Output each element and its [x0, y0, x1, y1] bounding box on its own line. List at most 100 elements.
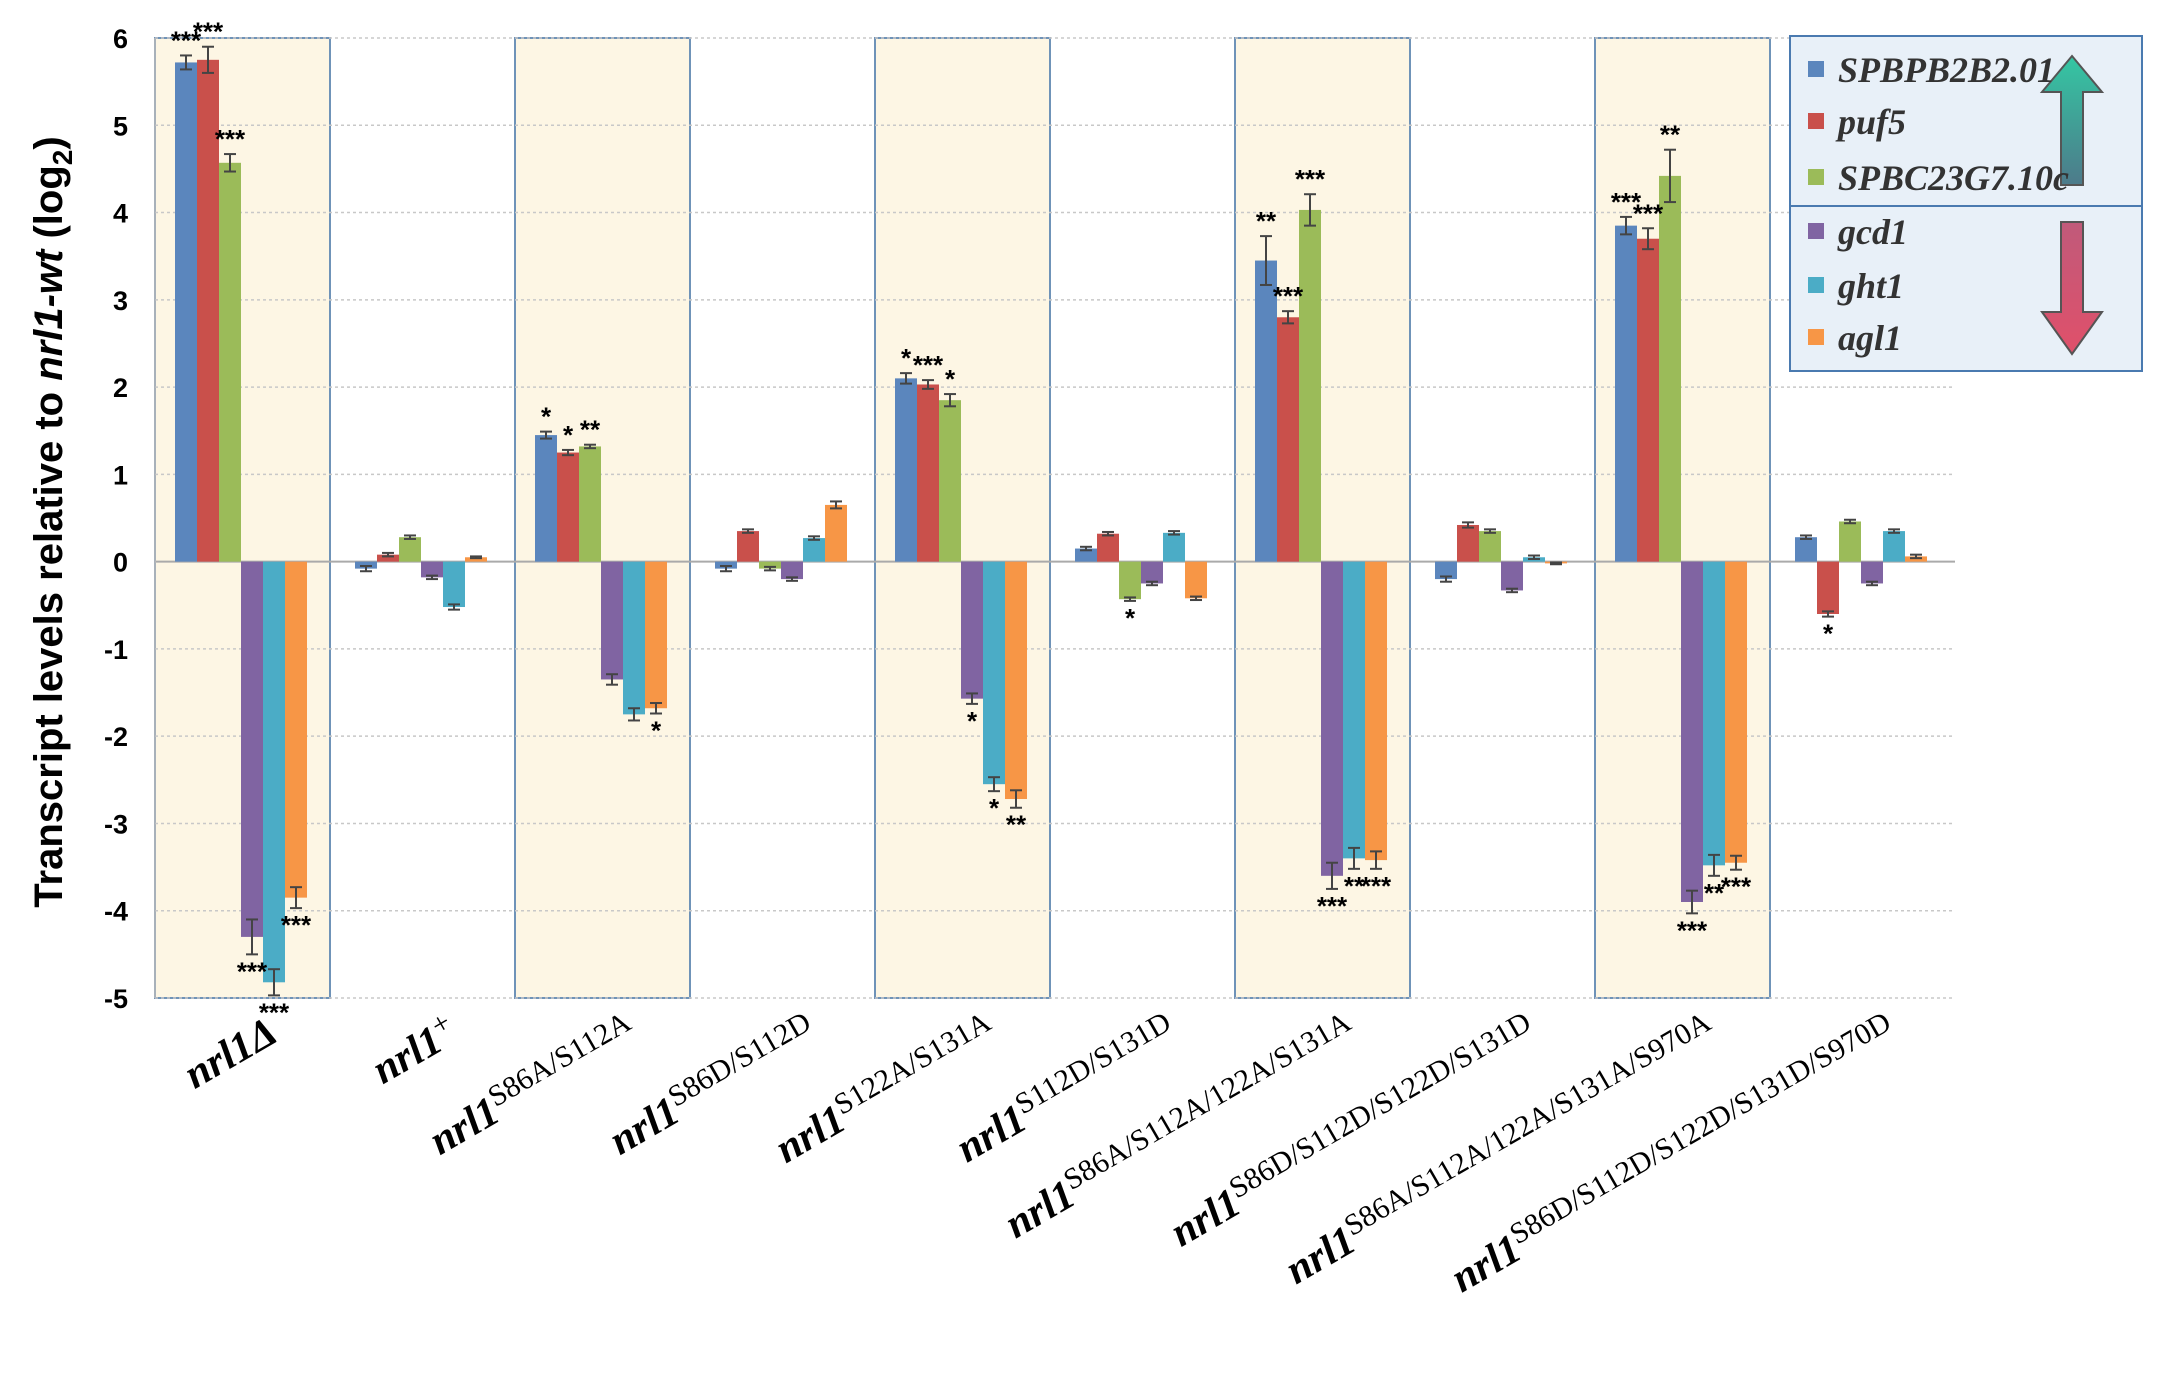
y-tick-label: -3 [104, 809, 128, 839]
bar [1299, 209, 1321, 562]
significance-mark: *** [215, 124, 246, 154]
legend-label: puf5 [1835, 102, 1906, 142]
significance-mark: * [563, 420, 574, 450]
significance-mark: *** [913, 350, 944, 380]
bar [1163, 532, 1185, 562]
significance-mark: ** [580, 415, 601, 445]
bar [917, 384, 939, 562]
bar [1861, 561, 1883, 584]
up-arrow-icon [2039, 54, 2105, 186]
significance-mark: *** [1273, 281, 1304, 311]
significance-mark: *** [1295, 164, 1326, 194]
bar [1795, 537, 1817, 562]
significance-mark: *** [171, 25, 202, 55]
significance-mark: *** [1361, 871, 1392, 901]
significance-mark: * [541, 402, 552, 432]
bar [1839, 521, 1861, 562]
bar [1659, 175, 1681, 562]
bar [601, 561, 623, 680]
significance-mark: ** [1704, 878, 1725, 908]
bar [895, 378, 917, 562]
bar [623, 561, 645, 715]
bar [1005, 561, 1027, 800]
significance-mark: *** [1633, 198, 1664, 228]
bar [1883, 531, 1905, 562]
bar [263, 561, 285, 983]
bar [1141, 561, 1163, 584]
significance-mark: *** [259, 997, 290, 1027]
bar [1277, 317, 1299, 562]
legend-swatch [1808, 277, 1824, 293]
bar [1637, 238, 1659, 562]
significance-mark: *** [237, 956, 268, 986]
significance-mark: ** [1006, 810, 1027, 840]
legend-label: gcd1 [1837, 212, 1908, 252]
bar [1185, 561, 1207, 599]
significance-mark: * [945, 364, 956, 394]
y-tick-label: 0 [113, 548, 128, 578]
bar [645, 561, 667, 709]
significance-mark: *** [1721, 872, 1752, 902]
bar [1457, 524, 1479, 562]
bar [939, 400, 961, 562]
y-axis-ticks: -5 -4 -3 -2 -1 0 1 2 3 4 5 6 [104, 24, 128, 1014]
significance-mark: ** [1344, 871, 1365, 901]
y-tick-label: -1 [104, 635, 128, 665]
bar [465, 557, 487, 562]
bar [557, 452, 579, 562]
y-tick-label: 3 [113, 286, 128, 316]
bar [197, 59, 219, 562]
bar [399, 537, 421, 562]
y-tick-label: 5 [113, 111, 128, 141]
legend-label: ght1 [1837, 266, 1904, 306]
category-labels: nrl1Δ nrl1+nrl1S86A/S112Anrl1S86D/S112Dnr… [177, 1005, 1897, 1302]
significance-mark: * [1823, 619, 1834, 649]
bar [781, 561, 803, 580]
significance-mark: *** [193, 17, 224, 47]
bar [825, 504, 847, 562]
significance-mark: *** [281, 910, 312, 940]
y-tick-label: 2 [113, 373, 128, 403]
significance-mark: ** [1256, 206, 1277, 236]
category-label: nrl1Δ [177, 1009, 285, 1098]
bar [219, 162, 241, 562]
bar [241, 561, 263, 937]
significance-marks: ****************************************… [171, 17, 1834, 1028]
legend-swatch [1808, 329, 1824, 345]
significance-mark: ** [1660, 120, 1681, 150]
y-tick-label: 4 [113, 199, 128, 229]
bar [1075, 548, 1097, 562]
bar [983, 561, 1005, 785]
significance-mark: * [1125, 603, 1136, 633]
bar [175, 62, 197, 562]
legend: SPBPB2B2.01 puf5 SPBC23G7.10c gcd1 ght1 agl1 [1789, 35, 2143, 372]
legend-swatch [1808, 169, 1824, 185]
bar [1817, 561, 1839, 614]
significance-mark: *** [1317, 891, 1348, 921]
bar [535, 435, 557, 562]
significance-mark: *** [1611, 187, 1642, 217]
bar [1479, 531, 1501, 562]
bar [443, 561, 465, 608]
significance-mark: * [967, 706, 978, 736]
significance-mark: *** [1677, 915, 1708, 945]
y-tick-label: -5 [104, 984, 128, 1014]
bar [579, 446, 601, 562]
bar [737, 531, 759, 562]
bar [803, 538, 825, 562]
bar [1615, 225, 1637, 562]
bar [377, 554, 399, 562]
bar [421, 561, 443, 578]
y-tick-label: -4 [104, 897, 128, 927]
legend-swatch [1808, 223, 1824, 239]
category-label: nrl1+ [363, 1005, 465, 1093]
bar [961, 561, 983, 699]
significance-mark: * [989, 793, 1000, 823]
bar [1681, 561, 1703, 902]
y-tick-label: 1 [113, 460, 128, 490]
bar [1321, 561, 1343, 876]
bar [1255, 260, 1277, 562]
down-arrow-icon [2040, 221, 2104, 356]
bars [175, 45, 1927, 997]
